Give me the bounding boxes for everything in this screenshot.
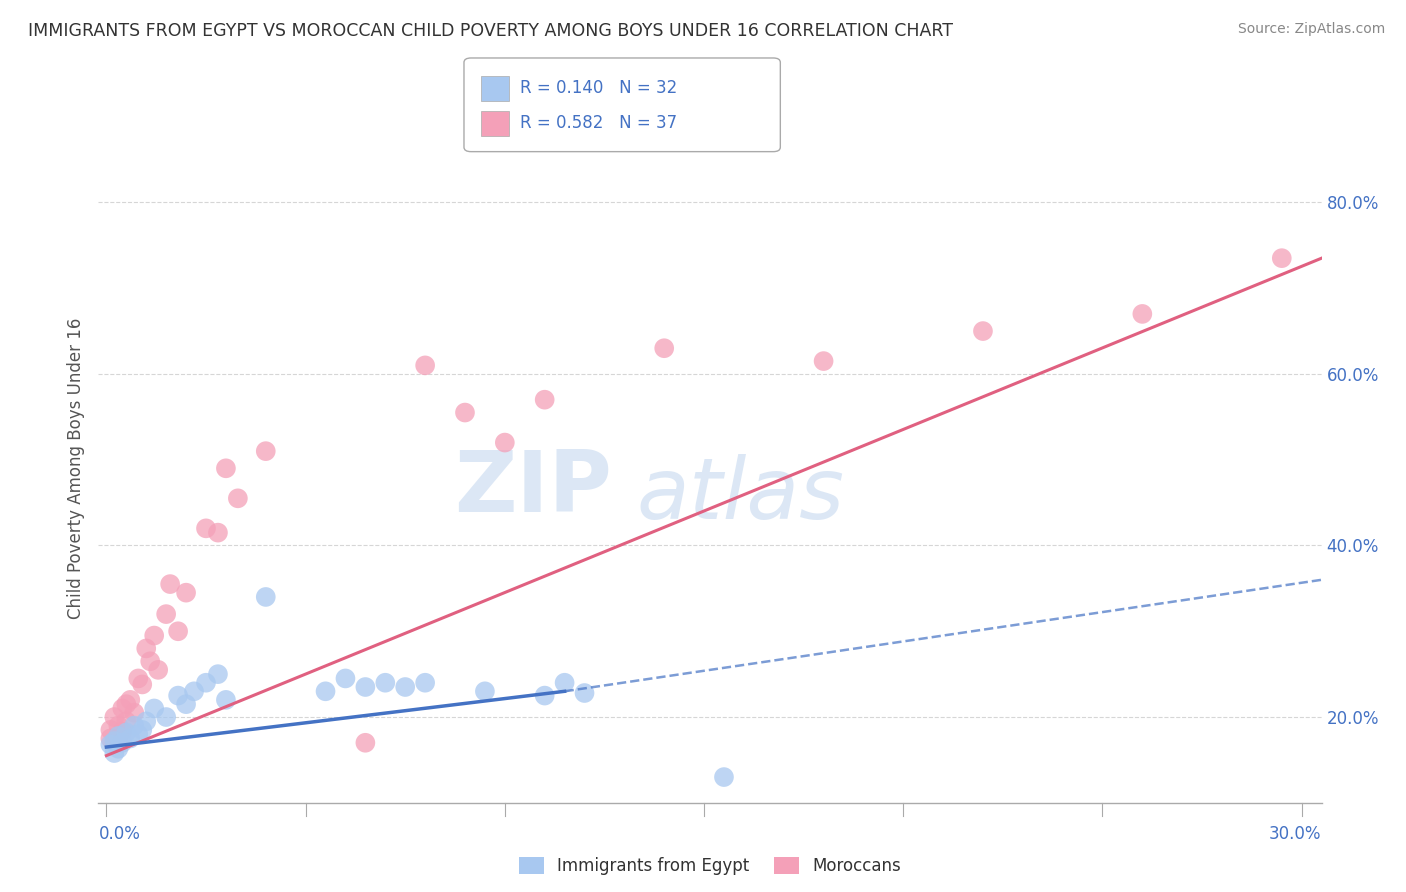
Point <box>111 724 134 739</box>
Point <box>713 770 735 784</box>
Text: R = 0.140   N = 32: R = 0.140 N = 32 <box>520 79 678 97</box>
Point <box>195 675 218 690</box>
Point <box>554 675 576 690</box>
Point <box>159 577 181 591</box>
Point <box>474 684 496 698</box>
Point <box>183 684 205 698</box>
Point <box>533 392 555 407</box>
Point <box>120 731 142 746</box>
Point <box>148 663 170 677</box>
Point <box>115 725 138 739</box>
Point <box>124 706 146 720</box>
Point <box>103 746 125 760</box>
Text: atlas: atlas <box>637 453 845 537</box>
Point <box>115 697 138 711</box>
Point <box>394 680 416 694</box>
Point <box>120 693 142 707</box>
Point <box>195 521 218 535</box>
Point <box>100 738 122 752</box>
Point <box>155 710 177 724</box>
Legend: Immigrants from Egypt, Moroccans: Immigrants from Egypt, Moroccans <box>512 850 908 881</box>
Text: 0.0%: 0.0% <box>98 825 141 843</box>
Point <box>167 689 190 703</box>
Point <box>413 675 436 690</box>
Point <box>111 701 134 715</box>
Point <box>374 675 396 690</box>
Point <box>494 435 516 450</box>
Point <box>111 736 134 750</box>
Point <box>143 629 166 643</box>
Point <box>135 714 157 729</box>
Point <box>107 741 129 756</box>
Point <box>1271 251 1294 265</box>
Point <box>103 736 125 750</box>
Point <box>103 710 125 724</box>
Point <box>533 689 555 703</box>
Point <box>215 461 238 475</box>
Text: R = 0.582   N = 37: R = 0.582 N = 37 <box>520 114 678 132</box>
Point <box>335 672 357 686</box>
Point <box>413 359 436 373</box>
Point <box>131 677 153 691</box>
Text: Source: ZipAtlas.com: Source: ZipAtlas.com <box>1237 22 1385 37</box>
Point <box>139 654 162 668</box>
Point <box>100 731 122 746</box>
Point <box>813 354 835 368</box>
Point <box>354 736 377 750</box>
Point <box>107 731 129 746</box>
Point <box>155 607 177 621</box>
Text: 30.0%: 30.0% <box>1270 825 1322 843</box>
Text: IMMIGRANTS FROM EGYPT VS MOROCCAN CHILD POVERTY AMONG BOYS UNDER 16 CORRELATION : IMMIGRANTS FROM EGYPT VS MOROCCAN CHILD … <box>28 22 953 40</box>
Point <box>174 697 197 711</box>
Point <box>107 729 129 743</box>
Point <box>215 693 238 707</box>
Point <box>103 734 125 748</box>
Point <box>254 590 277 604</box>
Point <box>972 324 994 338</box>
Point <box>135 641 157 656</box>
Point <box>115 714 138 729</box>
Point <box>124 718 146 732</box>
Point <box>1130 307 1153 321</box>
Point <box>254 444 277 458</box>
Point <box>315 684 337 698</box>
Point <box>107 718 129 732</box>
Y-axis label: Child Poverty Among Boys Under 16: Child Poverty Among Boys Under 16 <box>66 318 84 619</box>
Text: ZIP: ZIP <box>454 447 612 530</box>
Point <box>100 723 122 737</box>
Point <box>131 723 153 737</box>
Point <box>127 672 149 686</box>
Point <box>574 686 596 700</box>
Point <box>127 727 149 741</box>
Point <box>226 491 249 506</box>
Point <box>174 585 197 599</box>
Point <box>454 405 477 420</box>
Point <box>354 680 377 694</box>
Point <box>167 624 190 639</box>
Point <box>652 341 675 355</box>
Point <box>207 525 229 540</box>
Point <box>207 667 229 681</box>
Point <box>143 701 166 715</box>
